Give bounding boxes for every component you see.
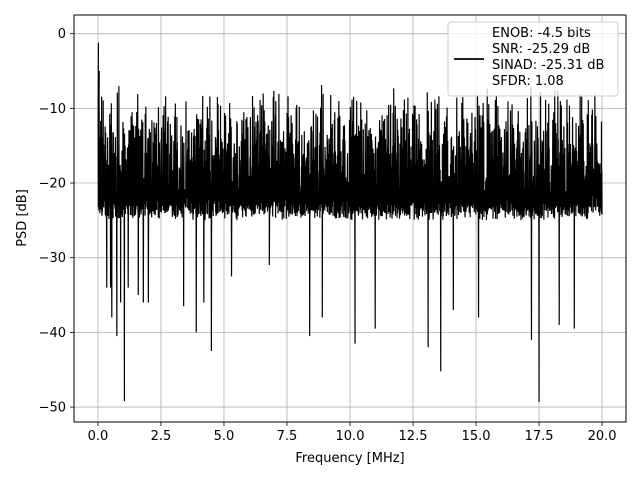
legend: ENOB: -4.5 bits SNR: -25.29 dB SINAD: -25.…	[447, 21, 619, 97]
y-tick-label: 0	[58, 27, 66, 42]
y-tick-label: −20	[39, 177, 66, 192]
series-layer	[97, 42, 603, 402]
legend-box	[447, 21, 619, 97]
y-tick-label: −40	[39, 326, 66, 341]
legend-line-2: SNR: -25.29 dB	[492, 42, 590, 57]
x-tick-label: 20.0	[588, 429, 617, 444]
x-tick-label: 17.5	[525, 429, 554, 444]
legend-line-4: SFDR: 1.08	[492, 74, 564, 89]
x-tick-label: 5.0	[214, 429, 235, 444]
x-tick-label: 12.5	[399, 429, 428, 444]
x-tick-label: 0.0	[88, 429, 109, 444]
ticks: 0.0 2.5 5.0 7.5 10.0 12.5 15.0 17.5 20.0 0 −10 −20 −…	[39, 27, 617, 444]
x-tick-label: 7.5	[277, 429, 298, 444]
legend-entry-label: ENOB: -4.5 bits SNR: -25.29 dB SINAD: -25.…	[492, 26, 604, 89]
y-axis-label: PSD [dB]	[15, 189, 30, 247]
y-tick-label: −50	[39, 401, 66, 416]
x-axis-label: Frequency [MHz]	[295, 451, 404, 466]
y-tick-label: −30	[39, 251, 66, 266]
legend-line-1: ENOB: -4.5 bits	[492, 26, 591, 41]
y-tick-label: −10	[39, 102, 66, 117]
legend-line-3: SINAD: -25.31 dB	[492, 58, 604, 73]
psd-series-line	[97, 42, 603, 402]
x-tick-label: 10.0	[336, 429, 365, 444]
x-tick-label: 15.0	[462, 429, 491, 444]
x-tick-label: 2.5	[151, 429, 172, 444]
